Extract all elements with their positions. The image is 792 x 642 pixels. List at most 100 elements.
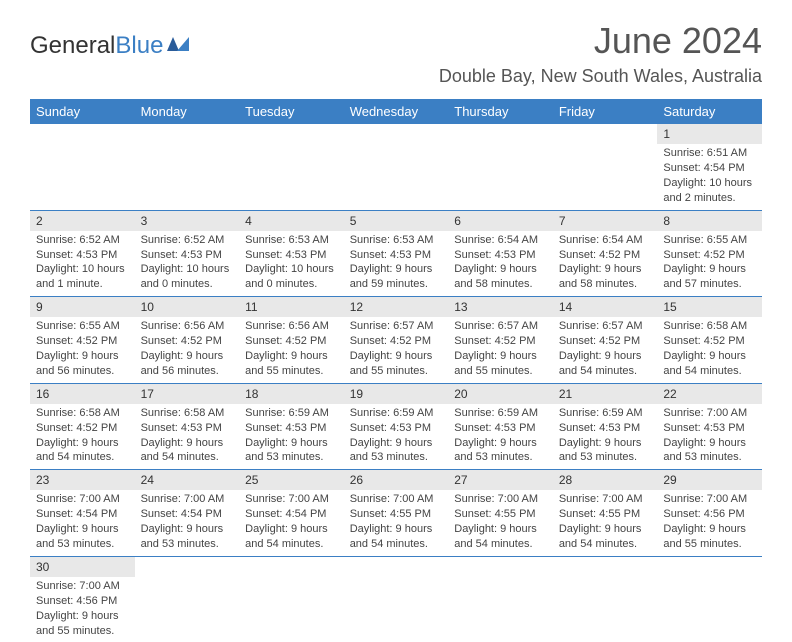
- daylight-text: Daylight: 10 hours and 0 minutes.: [245, 262, 338, 292]
- weekday-header: Friday: [553, 99, 658, 124]
- day-number-row: 2345678: [30, 210, 762, 231]
- day-detail-cell: Sunrise: 6:52 AMSunset: 4:53 PMDaylight:…: [135, 231, 240, 297]
- daylight-text: Daylight: 10 hours and 2 minutes.: [663, 176, 756, 206]
- day-detail-row: Sunrise: 7:00 AMSunset: 4:54 PMDaylight:…: [30, 490, 762, 556]
- daylight-text: Daylight: 9 hours and 55 minutes.: [245, 349, 338, 379]
- weekday-header-row: Sunday Monday Tuesday Wednesday Thursday…: [30, 99, 762, 124]
- day-number-cell: 25: [239, 470, 344, 491]
- day-detail-row: Sunrise: 6:52 AMSunset: 4:53 PMDaylight:…: [30, 231, 762, 297]
- day-detail-cell: Sunrise: 6:58 AMSunset: 4:52 PMDaylight:…: [657, 317, 762, 383]
- sunset-text: Sunset: 4:53 PM: [36, 248, 129, 263]
- day-detail-cell: Sunrise: 7:00 AMSunset: 4:55 PMDaylight:…: [344, 490, 449, 556]
- day-number-cell: 19: [344, 383, 449, 404]
- daylight-text: Daylight: 9 hours and 53 minutes.: [350, 436, 443, 466]
- sunset-text: Sunset: 4:52 PM: [36, 334, 129, 349]
- day-number-cell: [239, 124, 344, 144]
- day-detail-cell: Sunrise: 7:00 AMSunset: 4:56 PMDaylight:…: [657, 490, 762, 556]
- sunset-text: Sunset: 4:53 PM: [559, 421, 652, 436]
- day-detail-cell: Sunrise: 6:59 AMSunset: 4:53 PMDaylight:…: [553, 404, 658, 470]
- day-detail-cell: [239, 577, 344, 642]
- day-detail-cell: Sunrise: 6:57 AMSunset: 4:52 PMDaylight:…: [553, 317, 658, 383]
- sunset-text: Sunset: 4:55 PM: [559, 507, 652, 522]
- daylight-text: Daylight: 9 hours and 53 minutes.: [454, 436, 547, 466]
- day-detail-cell: Sunrise: 6:53 AMSunset: 4:53 PMDaylight:…: [239, 231, 344, 297]
- calendar-table: Sunday Monday Tuesday Wednesday Thursday…: [30, 99, 762, 642]
- daylight-text: Daylight: 9 hours and 58 minutes.: [454, 262, 547, 292]
- logo-text-blue: Blue: [115, 32, 163, 60]
- sunrise-text: Sunrise: 7:00 AM: [245, 492, 338, 507]
- daylight-text: Daylight: 9 hours and 59 minutes.: [350, 262, 443, 292]
- day-number-cell: 6: [448, 210, 553, 231]
- sunrise-text: Sunrise: 6:52 AM: [141, 233, 234, 248]
- sunrise-text: Sunrise: 6:59 AM: [350, 406, 443, 421]
- day-detail-cell: [344, 144, 449, 210]
- sunrise-text: Sunrise: 7:00 AM: [454, 492, 547, 507]
- daylight-text: Daylight: 10 hours and 0 minutes.: [141, 262, 234, 292]
- sunrise-text: Sunrise: 6:57 AM: [559, 319, 652, 334]
- day-detail-cell: [448, 144, 553, 210]
- sunset-text: Sunset: 4:54 PM: [245, 507, 338, 522]
- sunset-text: Sunset: 4:53 PM: [454, 248, 547, 263]
- day-detail-cell: [135, 577, 240, 642]
- day-number-cell: 18: [239, 383, 344, 404]
- sunset-text: Sunset: 4:53 PM: [454, 421, 547, 436]
- sunrise-text: Sunrise: 6:56 AM: [141, 319, 234, 334]
- sunset-text: Sunset: 4:53 PM: [350, 421, 443, 436]
- sunrise-text: Sunrise: 6:59 AM: [559, 406, 652, 421]
- day-number-cell: [553, 124, 658, 144]
- sunrise-text: Sunrise: 6:57 AM: [350, 319, 443, 334]
- sunset-text: Sunset: 4:55 PM: [350, 507, 443, 522]
- sunrise-text: Sunrise: 6:53 AM: [245, 233, 338, 248]
- daylight-text: Daylight: 9 hours and 54 minutes.: [559, 522, 652, 552]
- sunset-text: Sunset: 4:53 PM: [245, 248, 338, 263]
- day-number-cell: 29: [657, 470, 762, 491]
- day-detail-cell: [344, 577, 449, 642]
- daylight-text: Daylight: 9 hours and 54 minutes.: [350, 522, 443, 552]
- day-number-cell: 27: [448, 470, 553, 491]
- day-number-cell: 15: [657, 297, 762, 318]
- sunset-text: Sunset: 4:52 PM: [559, 248, 652, 263]
- sunset-text: Sunset: 4:54 PM: [141, 507, 234, 522]
- daylight-text: Daylight: 9 hours and 56 minutes.: [141, 349, 234, 379]
- day-detail-cell: Sunrise: 7:00 AMSunset: 4:54 PMDaylight:…: [135, 490, 240, 556]
- sunrise-text: Sunrise: 6:58 AM: [141, 406, 234, 421]
- day-detail-row: Sunrise: 6:58 AMSunset: 4:52 PMDaylight:…: [30, 404, 762, 470]
- sunrise-text: Sunrise: 6:58 AM: [36, 406, 129, 421]
- daylight-text: Daylight: 9 hours and 57 minutes.: [663, 262, 756, 292]
- day-detail-cell: Sunrise: 6:55 AMSunset: 4:52 PMDaylight:…: [657, 231, 762, 297]
- day-number-cell: [30, 124, 135, 144]
- sunrise-text: Sunrise: 7:00 AM: [663, 406, 756, 421]
- day-number-cell: 16: [30, 383, 135, 404]
- sunrise-text: Sunrise: 6:59 AM: [454, 406, 547, 421]
- day-number-cell: 4: [239, 210, 344, 231]
- day-detail-row: Sunrise: 6:55 AMSunset: 4:52 PMDaylight:…: [30, 317, 762, 383]
- sunrise-text: Sunrise: 6:53 AM: [350, 233, 443, 248]
- sunset-text: Sunset: 4:52 PM: [663, 334, 756, 349]
- day-number-cell: 2: [30, 210, 135, 231]
- sunset-text: Sunset: 4:53 PM: [141, 421, 234, 436]
- sunset-text: Sunset: 4:54 PM: [663, 161, 756, 176]
- day-detail-cell: Sunrise: 6:59 AMSunset: 4:53 PMDaylight:…: [448, 404, 553, 470]
- sunset-text: Sunset: 4:52 PM: [663, 248, 756, 263]
- day-number-cell: 23: [30, 470, 135, 491]
- day-number-cell: 14: [553, 297, 658, 318]
- day-detail-cell: Sunrise: 7:00 AMSunset: 4:55 PMDaylight:…: [448, 490, 553, 556]
- daylight-text: Daylight: 9 hours and 54 minutes.: [141, 436, 234, 466]
- day-number-row: 30: [30, 556, 762, 577]
- day-number-cell: 26: [344, 470, 449, 491]
- sunrise-text: Sunrise: 6:55 AM: [36, 319, 129, 334]
- sunset-text: Sunset: 4:56 PM: [36, 594, 129, 609]
- sunset-text: Sunset: 4:52 PM: [454, 334, 547, 349]
- daylight-text: Daylight: 9 hours and 53 minutes.: [141, 522, 234, 552]
- daylight-text: Daylight: 9 hours and 54 minutes.: [663, 349, 756, 379]
- logo-text-general: General: [30, 32, 115, 60]
- calendar-body: 1Sunrise: 6:51 AMSunset: 4:54 PMDaylight…: [30, 124, 762, 642]
- day-number-cell: 8: [657, 210, 762, 231]
- day-number-cell: 13: [448, 297, 553, 318]
- day-detail-cell: Sunrise: 6:56 AMSunset: 4:52 PMDaylight:…: [135, 317, 240, 383]
- sunrise-text: Sunrise: 6:55 AM: [663, 233, 756, 248]
- daylight-text: Daylight: 9 hours and 54 minutes.: [454, 522, 547, 552]
- weekday-header: Tuesday: [239, 99, 344, 124]
- day-number-cell: 22: [657, 383, 762, 404]
- day-number-cell: 17: [135, 383, 240, 404]
